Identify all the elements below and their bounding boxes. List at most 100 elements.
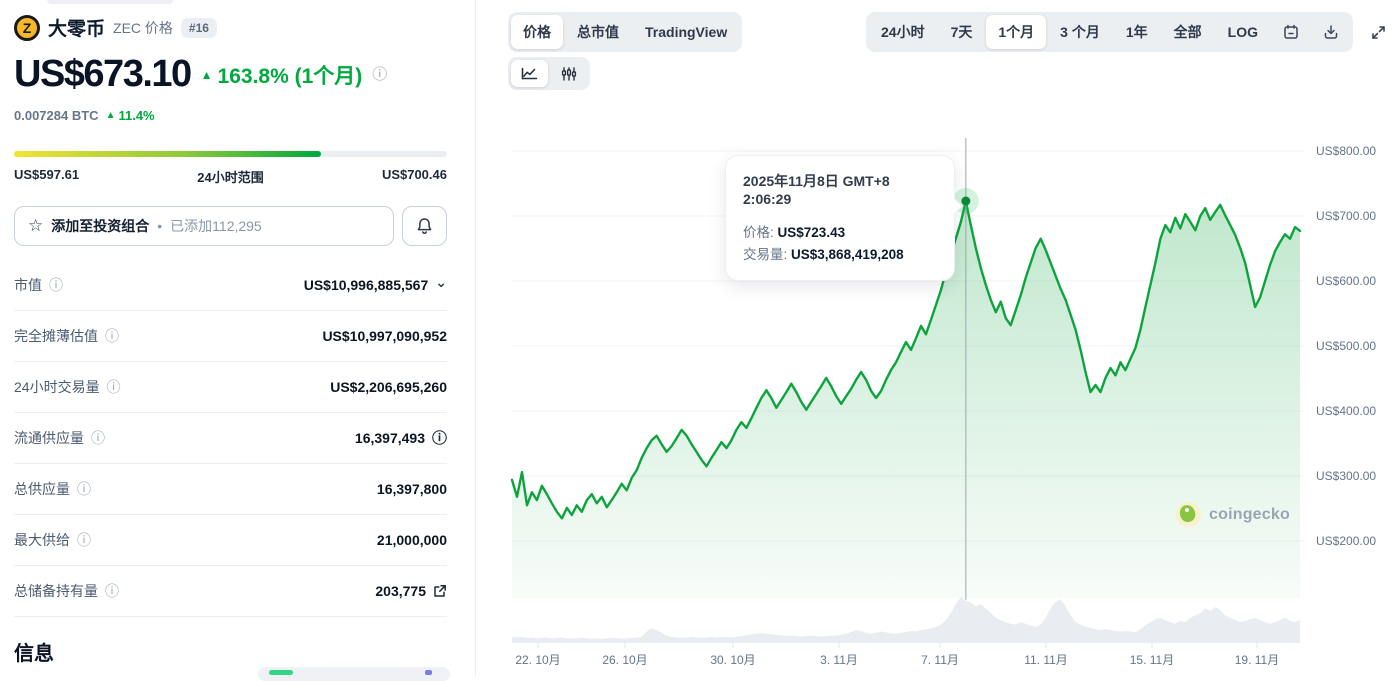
range-tab-3[interactable]: 1个月: [986, 15, 1047, 49]
info-icon[interactable]: ⓘ: [91, 430, 105, 446]
tooltip-price-row: 价格: US$723.43: [743, 222, 937, 244]
info-icon[interactable]: ⓘ: [77, 532, 91, 548]
sentiment-purple-segment: [425, 670, 432, 675]
stat-value: 21,000,000: [377, 532, 447, 548]
portfolio-row: ☆ 添加至投资组合 • 已添加112,295: [14, 206, 447, 246]
chart-tab-group: 价格 总市值 TradingView: [508, 12, 743, 52]
date-range-button[interactable]: [1272, 19, 1310, 45]
btc-change: ▲ 11.4%: [106, 108, 155, 123]
range-tab-7[interactable]: LOG: [1227, 24, 1258, 40]
info-icon[interactable]: ⓘ: [49, 277, 63, 293]
tooltip-volume-label: 交易量:: [743, 247, 788, 262]
stat-label: 流通供应量 ⓘ: [14, 428, 105, 448]
stat-value: 16,397,493 ⓘ: [355, 430, 447, 446]
chart-controls: 价格 总市值 TradingView 24小时 7天 1个月 3 个月 1年 全部 LOG: [508, 12, 1388, 52]
candlestick-chart-type-button[interactable]: [550, 60, 587, 87]
stats-table: 市值 ⓘ US$10,996,885,567 ⌄ 完全摊薄估值 ⓘ US$10,997,09…: [14, 260, 447, 617]
stat-label-text: 完全摊薄估值: [14, 328, 98, 344]
stat-row-7: 总储备持有量 ⓘ 203,775: [14, 566, 447, 617]
chart-tab-3[interactable]: TradingView: [645, 24, 728, 40]
range-label: 24小时范围: [197, 170, 264, 185]
svg-text:11. 11月: 11. 11月: [1024, 653, 1068, 667]
range-tab-2[interactable]: 7天: [950, 24, 973, 40]
info-icon[interactable]: ⓘ: [105, 583, 119, 599]
btc-price-row: 0.007284 BTC ▲ 11.4%: [14, 108, 447, 123]
stat-row-3: 24小时交易量 ⓘ US$2,206,695,260: [14, 362, 447, 413]
tooltip-rows: 价格: US$723.43 交易量: US$3,868,419,208: [743, 222, 937, 266]
external-link-icon[interactable]: [433, 584, 447, 598]
stat-value: US$2,206,695,260: [330, 379, 447, 395]
info-icon[interactable]: ⓘ: [105, 328, 119, 344]
stat-value: US$10,996,885,567 ⌄: [303, 273, 447, 294]
price-chart[interactable]: US$800.00 US$700.00 US$600.00 US$500.00 US$4…: [476, 0, 1400, 676]
stat-label-text: 流通供应量: [14, 430, 84, 446]
range-tab-4[interactable]: 3 个月: [1060, 24, 1100, 40]
sentiment-green-segment: [269, 670, 293, 675]
stat-value-text: 203,775: [375, 583, 426, 599]
zcash-logo-icon: Z: [14, 14, 40, 41]
download-button[interactable]: [1312, 19, 1350, 45]
chart-panel: US$800.00 US$700.00 US$600.00 US$500.00 US$4…: [476, 0, 1400, 676]
info-section-heading: 信息: [14, 643, 54, 665]
calendar-icon: [1284, 24, 1298, 39]
stat-row-4: 流通供应量 ⓘ 16,397,493 ⓘ: [14, 413, 447, 464]
tooltip-volume-value: US$3,868,419,208: [791, 247, 904, 262]
tooltip-date: 2025年11月8日 GMT+8 2:06:29: [743, 173, 890, 207]
chart-tab-1[interactable]: 价格: [511, 15, 563, 49]
dot-separator: •: [157, 218, 163, 234]
info-icon[interactable]: ⓘ: [431, 429, 447, 447]
stat-label: 总供应量 ⓘ: [14, 479, 91, 499]
btc-price: 0.007284 BTC: [14, 108, 99, 123]
stat-row-6: 最大供给 ⓘ 21,000,000: [14, 515, 447, 566]
chart-tooltip: 2025年11月8日 GMT+8 2:06:29 价格: US$723.43 交…: [725, 155, 963, 281]
coingecko-gecko-icon: [1176, 502, 1201, 527]
stat-value-text: US$10,996,885,567: [303, 277, 429, 293]
price-alert-button[interactable]: [402, 206, 447, 246]
coin-ticker-label: ZEC 价格: [113, 19, 173, 36]
download-icon: [1324, 25, 1338, 39]
stat-label: 24小时交易量 ⓘ: [14, 377, 121, 397]
rank-badge: #16: [180, 17, 217, 38]
stat-value-text: US$10,997,090,952: [322, 328, 447, 344]
info-icon[interactable]: ⓘ: [77, 481, 91, 497]
add-to-portfolio-button[interactable]: ☆ 添加至投资组合 • 已添加112,295: [14, 206, 394, 246]
star-icon: ☆: [28, 216, 44, 235]
svg-text:22. 10月: 22. 10月: [515, 653, 560, 667]
coingecko-watermark-text: coingecko: [1209, 505, 1290, 523]
range-tab-1[interactable]: 24小时: [881, 24, 925, 40]
coin-header: Z 大零币 ZEC 价格 #16: [14, 14, 447, 41]
stat-label: 最大供给 ⓘ: [14, 530, 91, 550]
line-chart-icon: [521, 67, 538, 80]
sentiment-bar-partial[interactable]: [258, 667, 450, 681]
svg-text:US$500.00: US$500.00: [1316, 339, 1376, 353]
svg-text:19. 11月: 19. 11月: [1235, 653, 1279, 667]
stat-label-text: 最大供给: [14, 532, 70, 548]
stat-value-text: 16,397,493: [354, 430, 425, 446]
svg-text:US$800.00: US$800.00: [1316, 144, 1376, 158]
stat-value-text: US$2,206,695,260: [330, 379, 447, 395]
range-section: US$597.61 24小时范围 US$700.46: [14, 151, 447, 186]
stat-value-text: 21,000,000: [376, 532, 447, 548]
coin-price: US$673.10: [14, 53, 192, 95]
stat-value: 203,775: [375, 583, 447, 599]
range-tab-5[interactable]: 1年: [1125, 24, 1148, 40]
price-row: US$673.10 ▲ 163.8% (1个月) ⓘ: [14, 53, 447, 96]
stat-label-text: 总储备持有量: [14, 583, 98, 599]
up-triangle-icon: ▲: [105, 109, 116, 121]
tooltip-volume-row: 交易量: US$3,868,419,208: [743, 244, 937, 266]
info-icon[interactable]: ⓘ: [106, 379, 121, 395]
fullscreen-button[interactable]: [1365, 19, 1388, 46]
svg-text:15. 11月: 15. 11月: [1130, 653, 1174, 667]
chart-type-toggle: [508, 57, 590, 90]
svg-text:30. 10月: 30. 10月: [710, 653, 755, 667]
chart-tab-2[interactable]: 总市值: [577, 24, 619, 40]
stat-label-text: 24小时交易量: [14, 379, 100, 395]
svg-text:US$200.00: US$200.00: [1316, 534, 1376, 548]
info-icon[interactable]: ⓘ: [372, 66, 388, 83]
stat-value: 16,397,800: [377, 481, 447, 497]
btc-change-text: 11.4%: [118, 108, 155, 123]
chevron-down-icon[interactable]: ⌄: [435, 273, 447, 290]
range-tab-6[interactable]: 全部: [1173, 24, 1202, 40]
line-chart-type-button[interactable]: [511, 60, 548, 87]
portfolio-label: 添加至投资组合: [51, 218, 150, 234]
